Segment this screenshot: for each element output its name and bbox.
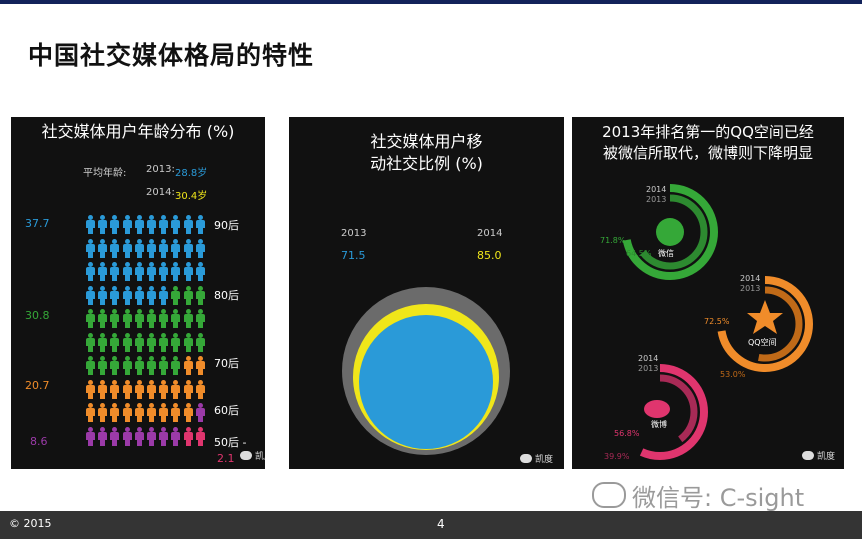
weixin-year-b: 2013	[646, 195, 667, 204]
watermark-kantar-3: 凯度	[802, 449, 835, 462]
value-60s: 8.6	[30, 435, 48, 448]
footer-bar: © 2015 4	[0, 511, 862, 539]
circle-2013	[359, 315, 493, 449]
age-distribution-panel: 社交媒体用户年龄分布 (%) 平均年龄: 2013: 28.8岁 2014: 3…	[11, 117, 265, 469]
mobile-panel-title-1: 社交媒体用户移	[370, 132, 483, 151]
watermark-text: 凯度	[255, 452, 265, 462]
copyright: © 2015	[9, 517, 52, 530]
weixin-2013-value: 64.5%	[626, 249, 652, 258]
avg-2014-year: 2014:	[146, 187, 175, 198]
wechat-id-watermark: 微信号: C-sight	[592, 478, 804, 513]
avg-2013-value: 28.8岁	[175, 168, 208, 179]
top-accent-bar	[0, 0, 862, 4]
value-2013: 71.5	[341, 249, 366, 262]
label-90s: 90后	[214, 219, 239, 232]
qzone-2013-value: 53.0%	[720, 370, 746, 379]
watermark-text: 凯度	[817, 452, 836, 462]
value-70s: 20.7	[25, 379, 50, 392]
donut-chart	[612, 184, 813, 460]
weibo-year-a: 2014	[638, 354, 659, 363]
chat-icon	[240, 451, 252, 460]
watermark-text: 凯度	[535, 455, 554, 465]
weibo-name: 微博	[651, 420, 667, 429]
watermark-kantar-1: 凯度	[240, 449, 265, 462]
ranking-title-2: 被微信所取代，微博则下降明显	[602, 144, 813, 162]
weixin-ring-2013	[632, 194, 708, 270]
weibo-ring-2013	[622, 374, 698, 450]
label-80s: 80后	[214, 289, 239, 302]
watermark-kantar-2: 凯度	[520, 452, 553, 465]
avg-age-label: 平均年龄:	[83, 168, 127, 179]
qzone-year-b: 2013	[740, 284, 761, 293]
label-60s: 60后	[214, 404, 239, 417]
weixin-icon	[656, 218, 684, 246]
qzone-ring-2014	[717, 276, 813, 372]
chat-icon	[520, 454, 532, 463]
qzone-2014-value: 72.5%	[704, 317, 730, 326]
weixin-ring-2014	[622, 184, 718, 280]
qzone-name: QQ空间	[748, 338, 777, 347]
circles-chart	[342, 287, 510, 455]
qzone-star-icon	[747, 300, 783, 334]
wechat-id-text: 微信号: C-sight	[632, 484, 805, 512]
platform-ranking-panel: 2013年排名第一的QQ空间已经 被微信所取代，微博则下降明显 2014 201…	[572, 117, 844, 469]
mobile-panel-title-2: 动社交比例 (%)	[370, 154, 483, 173]
avg-2013-year: 2013:	[146, 164, 175, 175]
weibo-ring-2014	[612, 364, 708, 460]
mobile-share-panel: 社交媒体用户移 动社交比例 (%) 2013 2014 71.5 85.0 凯度	[289, 117, 564, 469]
weixin-name: 微信	[658, 249, 674, 258]
qzone-ring-2013	[727, 286, 803, 362]
weixin-2014-value: 71.8%	[600, 236, 626, 245]
avg-2014-value: 30.4岁	[175, 191, 208, 202]
weibo-2014-value: 56.8%	[614, 429, 640, 438]
page-number: 4	[437, 517, 445, 531]
value-80s: 30.8	[25, 309, 50, 322]
age-panel-title: 社交媒体用户年龄分布 (%)	[41, 122, 235, 141]
wechat-icon	[592, 482, 626, 508]
label-50s: 50后 -	[214, 436, 247, 449]
qzone-year-a: 2014	[740, 274, 761, 283]
weibo-2013-value: 39.9%	[604, 452, 630, 461]
value-90s: 37.7	[25, 217, 50, 230]
label-70s: 70后	[214, 357, 239, 370]
ranking-title-1: 2013年排名第一的QQ空间已经	[602, 123, 814, 141]
year-2013: 2013	[341, 228, 367, 239]
value-50s: 2.1	[217, 452, 235, 465]
weixin-year-a: 2014	[646, 185, 667, 194]
weibo-year-b: 2013	[638, 364, 659, 373]
chat-icon	[802, 451, 814, 460]
value-2014: 85.0	[477, 249, 502, 262]
weibo-icon	[644, 400, 670, 418]
page-title: 中国社交媒体格局的特性	[28, 41, 315, 70]
year-2014: 2014	[477, 228, 503, 239]
